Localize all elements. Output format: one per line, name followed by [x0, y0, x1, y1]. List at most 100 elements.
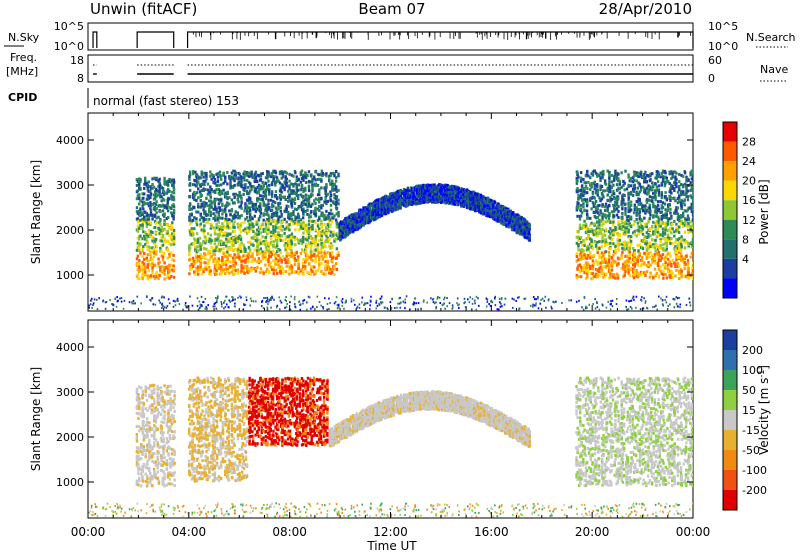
data-cell — [256, 265, 259, 269]
data-cell — [145, 245, 149, 249]
data-cell — [280, 221, 283, 225]
data-cell — [337, 253, 340, 257]
data-cell — [171, 232, 174, 236]
data-cell — [449, 201, 452, 205]
data-cell — [216, 175, 220, 179]
data-cell — [257, 259, 261, 263]
data-cell — [138, 259, 141, 263]
data-cell — [376, 203, 379, 207]
data-cell — [228, 271, 231, 275]
data-cell — [158, 181, 161, 185]
data-cell — [356, 223, 359, 227]
data-cell — [188, 228, 191, 232]
data-cell — [327, 224, 331, 228]
data-cell — [311, 185, 314, 189]
data-cell — [415, 200, 419, 204]
data-cell — [166, 201, 169, 205]
data-cell — [460, 199, 463, 203]
data-cell — [205, 171, 208, 175]
data-cell — [299, 180, 303, 184]
data-cell — [368, 207, 372, 211]
data-cell — [372, 204, 376, 208]
data-cell — [275, 271, 279, 275]
data-cell — [155, 245, 158, 249]
data-cell — [240, 214, 243, 218]
nsky-label: N.Sky — [8, 31, 40, 44]
data-cell — [220, 229, 223, 233]
data-cell — [287, 235, 290, 239]
data-cell — [200, 272, 203, 276]
data-cell — [222, 233, 225, 237]
data-cell — [165, 206, 169, 210]
nave-tick-top: 60 — [708, 54, 722, 67]
data-cell — [264, 253, 267, 257]
data-cell — [268, 222, 271, 226]
data-cell — [462, 188, 466, 192]
data-cell — [380, 213, 384, 217]
data-cell — [149, 230, 153, 234]
data-cell — [163, 212, 166, 216]
data-cell — [158, 190, 161, 194]
data-cell — [405, 188, 409, 192]
data-cell — [350, 221, 353, 225]
data-cell — [143, 252, 146, 256]
data-cell — [281, 186, 285, 190]
data-cell — [267, 213, 270, 217]
data-cell — [324, 272, 327, 276]
data-cell — [460, 187, 463, 191]
data-cell — [412, 188, 415, 192]
data-cell — [338, 221, 341, 225]
data-cell — [297, 266, 301, 270]
data-cell — [307, 180, 311, 184]
data-cell — [205, 247, 208, 251]
data-cell — [293, 263, 297, 267]
data-cell — [379, 200, 382, 204]
data-cell — [447, 191, 451, 195]
data-cell — [337, 250, 340, 254]
data-cell — [238, 194, 241, 198]
data-cell — [280, 190, 283, 194]
data-cell — [225, 237, 228, 241]
data-cell — [316, 268, 320, 272]
data-cell — [138, 193, 141, 197]
data-cell — [188, 183, 192, 187]
data-cell — [280, 219, 283, 223]
data-cell — [297, 270, 301, 274]
data-cell — [222, 188, 225, 192]
data-cell — [146, 274, 149, 278]
strip-traces — [92, 31, 694, 75]
data-cell — [333, 182, 336, 186]
data-cell — [269, 219, 273, 223]
data-cell — [290, 270, 294, 274]
data-cell — [267, 260, 270, 264]
data-cell — [433, 183, 436, 187]
data-cell — [160, 269, 163, 273]
data-cell — [321, 212, 325, 216]
data-cell — [213, 229, 217, 233]
data-cell — [262, 203, 265, 207]
data-cell — [166, 249, 170, 253]
data-cell — [188, 195, 192, 199]
data-cell — [220, 190, 223, 194]
data-cell — [300, 242, 304, 246]
data-cell — [212, 176, 215, 180]
data-cell — [209, 251, 212, 255]
data-cell — [136, 189, 140, 193]
data-cell — [406, 192, 410, 196]
data-cell — [304, 174, 308, 178]
data-cell — [284, 270, 287, 274]
data-cell — [210, 173, 213, 177]
data-cell — [288, 244, 291, 248]
data-cell — [136, 217, 140, 221]
data-cell — [318, 204, 321, 208]
data-cell — [296, 197, 300, 201]
data-cell — [259, 172, 263, 176]
data-cell — [205, 217, 208, 221]
data-cell — [437, 195, 441, 199]
power-data-layer — [88, 169, 693, 311]
data-cell — [292, 219, 295, 223]
data-cell — [147, 269, 151, 273]
data-cell — [208, 207, 211, 211]
data-cell — [139, 209, 142, 213]
data-cell — [247, 258, 250, 262]
